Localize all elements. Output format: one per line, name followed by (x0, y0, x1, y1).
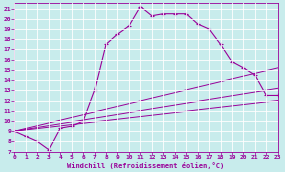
X-axis label: Windchill (Refroidissement éolien,°C): Windchill (Refroidissement éolien,°C) (68, 162, 225, 169)
